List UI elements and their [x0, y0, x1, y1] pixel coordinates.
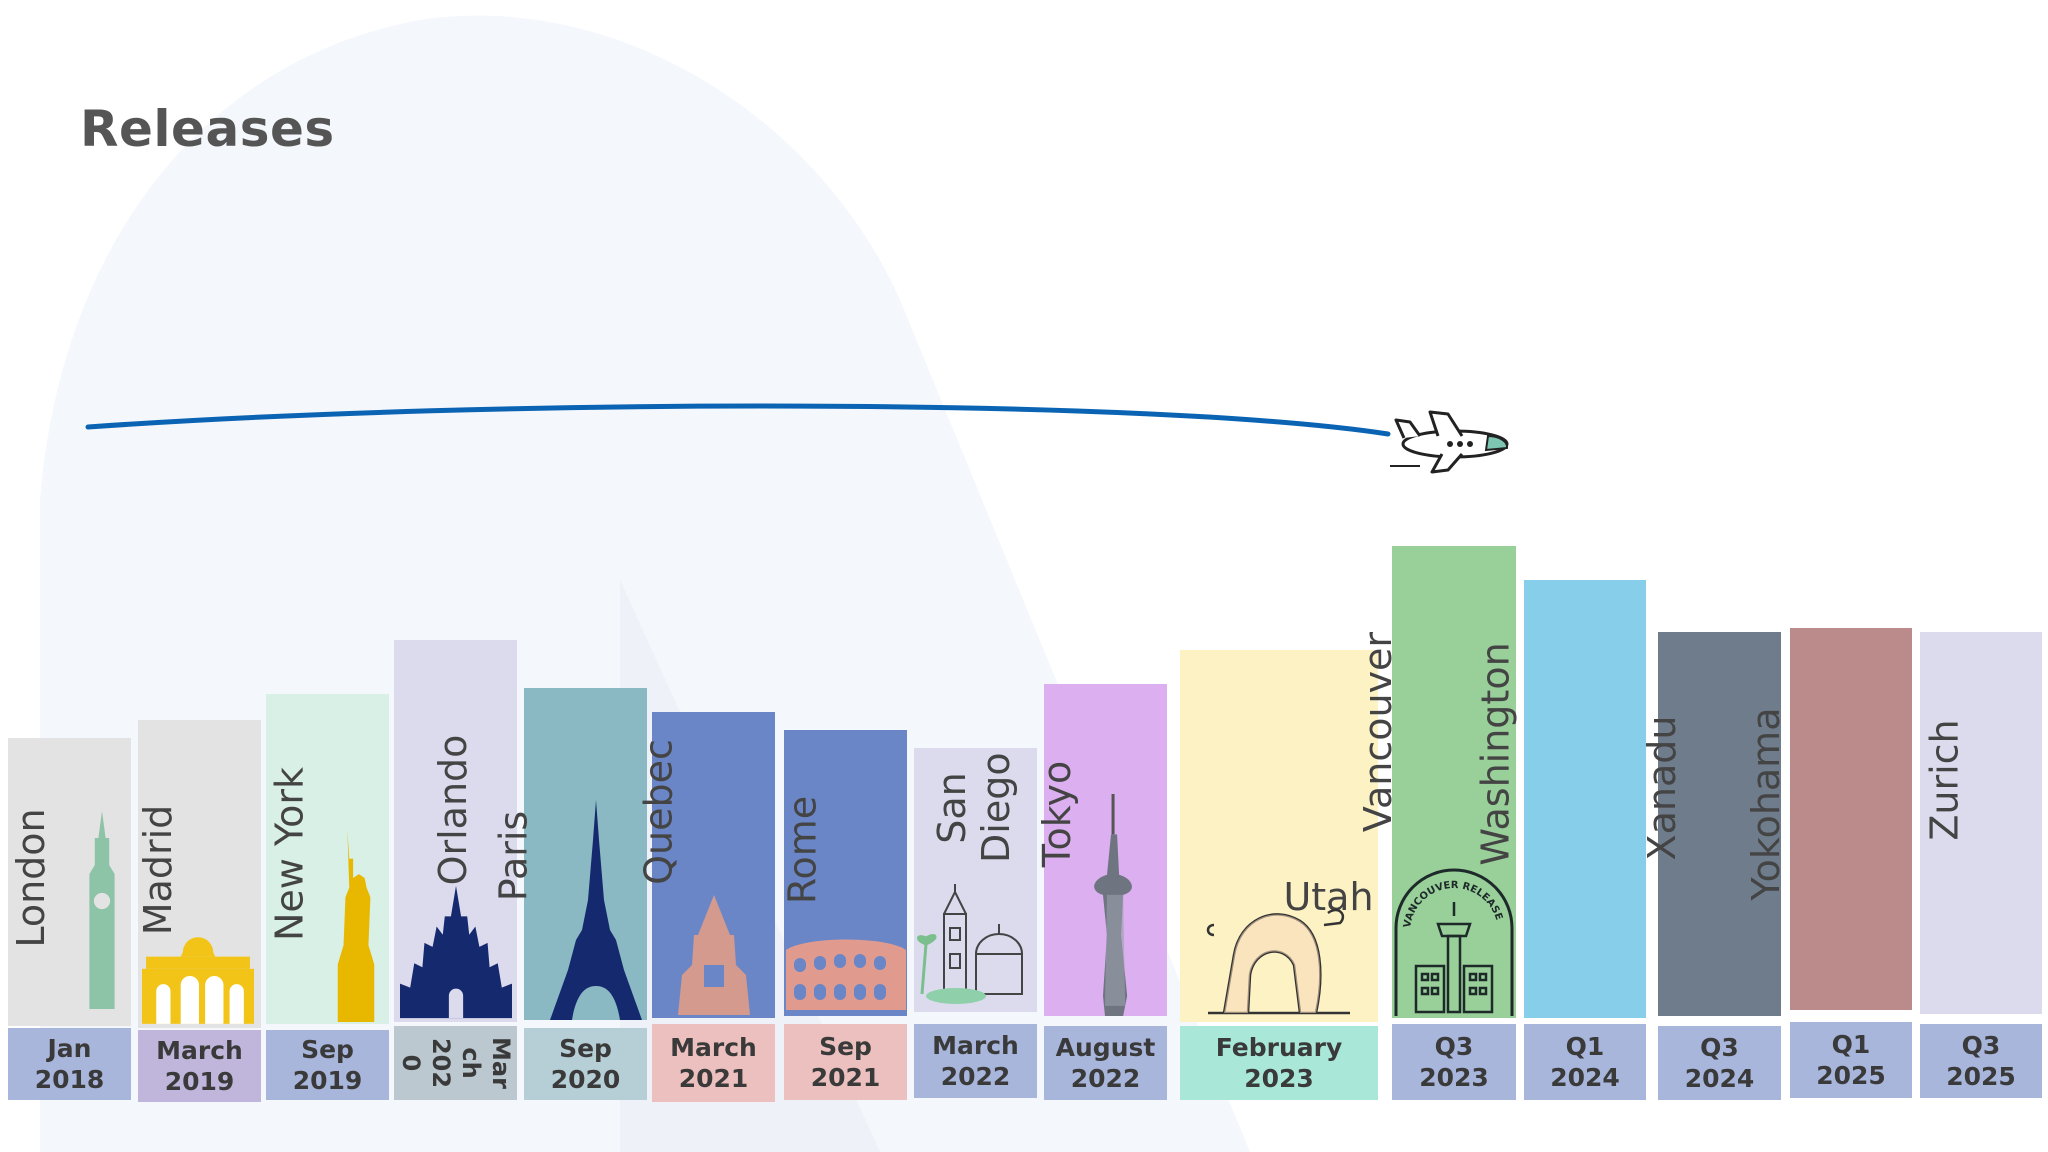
release-panel: [1920, 632, 2042, 1014]
city-label: Vancouver: [1355, 631, 1400, 833]
city-label: Xanadu: [1639, 715, 1684, 861]
release-date: Q3 2025: [1920, 1024, 2042, 1098]
flight-route-line: [85, 403, 1391, 437]
delicate-arch-icon: [1206, 908, 1350, 1015]
release-madrid: Madrid March 2019: [135, 720, 261, 1102]
big-ben-icon: [89, 811, 115, 1009]
release-date: March 2022: [914, 1024, 1037, 1098]
puerta-de-alcala-icon: [142, 937, 254, 1024]
release-yokohama: Yokohama Q1 2025: [1744, 628, 1912, 1098]
city-label: New York: [267, 766, 312, 942]
release-date: August 2022: [1044, 1026, 1167, 1100]
release-date: Mar ch 202 0: [394, 1026, 517, 1100]
release-date: March 2019: [138, 1030, 261, 1102]
tokyo-tower-icon: [1094, 794, 1132, 1016]
release-tokyo: Tokyo August 2022: [1035, 684, 1167, 1100]
release-date: March 2021: [652, 1024, 775, 1102]
release-date: Q3 2023: [1392, 1024, 1516, 1100]
page-title: Releases: [80, 100, 335, 158]
city-label: San Diego: [930, 752, 1018, 863]
release-orlando: Orlando Mar ch 202 0: [394, 640, 517, 1100]
release-panel: [1180, 650, 1378, 1022]
castle-icon: [400, 885, 512, 1019]
release-date: Jan 2018: [8, 1028, 131, 1100]
release-san-diego: San Diego March 2022: [914, 748, 1037, 1098]
release-vancouver: Vancouver VANCOUVER RELEASE Q3 2023: [1356, 546, 1516, 1100]
release-date: Q1 2025: [1790, 1022, 1912, 1098]
colosseum-icon: [786, 939, 906, 1010]
release-panel: [1658, 632, 1781, 1016]
eiffel-tower-icon: [550, 800, 642, 1020]
city-label: Paris: [491, 810, 536, 902]
release-panel: [1392, 546, 1516, 1018]
statue-of-liberty-icon: [337, 830, 375, 1022]
airplane-icon: [1390, 410, 1509, 474]
release-washington: Washington Q1 2024: [1474, 580, 1646, 1100]
city-label: Yokohama: [1744, 707, 1789, 901]
release-date: Sep 2021: [784, 1024, 907, 1100]
chateau-frontenac-icon: [678, 895, 750, 1015]
release-rome: Rome Sep 2021: [780, 730, 907, 1100]
release-new-york: New York Sep 2019: [266, 694, 389, 1100]
release-paris: Paris Sep 2020: [491, 688, 647, 1100]
city-label: Madrid: [135, 804, 180, 936]
city-label: Washington: [1473, 642, 1518, 866]
california-tower-icon: [917, 884, 1023, 1004]
release-utah: Utah February 2023: [1180, 650, 1378, 1100]
release-zurich: Zurich Q3 2025: [1920, 632, 2042, 1098]
release-london: London Jan 2018: [8, 738, 131, 1100]
city-label: Zurich: [1922, 719, 1967, 841]
release-date: Sep 2020: [524, 1028, 647, 1100]
city-label: London: [8, 808, 53, 948]
release-panel: [1524, 580, 1646, 1018]
release-date: Q1 2024: [1524, 1024, 1646, 1100]
city-label: Orlando: [430, 734, 475, 886]
release-date: Sep 2019: [266, 1030, 389, 1100]
release-xanadu: Xanadu Q3 2024: [1640, 632, 1781, 1100]
release-panel: [1790, 628, 1912, 1010]
city-label: Rome: [780, 795, 825, 905]
vancouver-badge-icon: VANCOUVER RELEASE: [1394, 868, 1514, 1016]
city-label: Quebec: [636, 739, 681, 885]
release-date: February 2023: [1180, 1026, 1378, 1100]
release-date: Q3 2024: [1658, 1026, 1781, 1100]
release-quebec: Quebec March 2021: [636, 712, 775, 1102]
